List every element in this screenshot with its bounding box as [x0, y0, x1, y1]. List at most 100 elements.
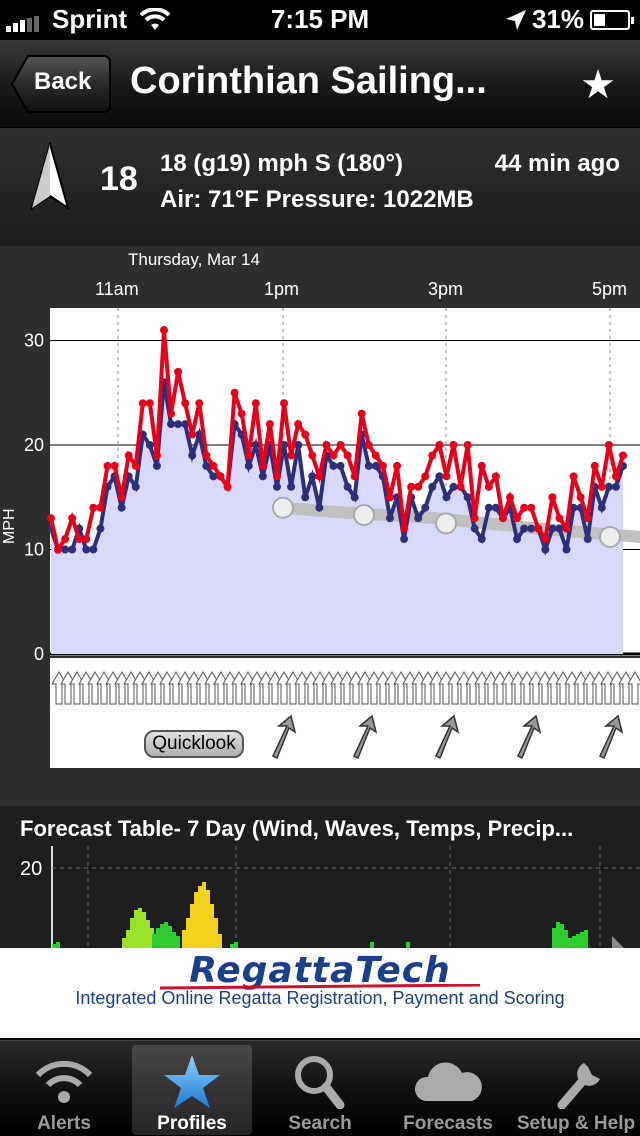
direction-arrow [510, 671, 526, 705]
forecast-point [599, 525, 621, 548]
wind-gust-point [265, 420, 274, 429]
tab-alerts[interactable]: Alerts [4, 1045, 124, 1135]
forecast-bar [560, 924, 564, 948]
wind-gust-point [68, 514, 77, 523]
carrier-name: Sprint [52, 4, 128, 34]
wind-gust-point [131, 461, 140, 470]
wind-gust-point [541, 535, 550, 544]
direction-arrow [546, 671, 562, 705]
direction-arrow [501, 671, 517, 705]
wind-gust-point [407, 482, 416, 491]
direction-arrow [123, 671, 139, 705]
forecast-bar [182, 930, 186, 948]
back-button[interactable]: Back [10, 54, 112, 114]
forecast-bar [142, 912, 146, 948]
wind-average-point [400, 535, 409, 544]
wind-gust-point [237, 409, 246, 418]
wind-gust-point [583, 514, 592, 523]
wind-average-point [555, 524, 564, 533]
navigation-bar: Back Corinthian Sailing... ★ [0, 40, 640, 128]
air-pressure-readout: Air: 71°F Pressure: 1022MB [160, 186, 474, 213]
wind-gust-point [124, 451, 133, 460]
wind-average-point [520, 524, 529, 533]
wind-gust-point [357, 409, 366, 418]
direction-arrow [87, 671, 103, 705]
direction-arrow [60, 671, 76, 705]
wind-average-point [604, 482, 613, 491]
battery-icon [590, 10, 634, 30]
wind-gust-point [597, 482, 606, 491]
wind-gust-point [152, 451, 161, 460]
wind-gust-point [82, 535, 91, 544]
direction-arrow [519, 671, 535, 705]
direction-arrow [555, 671, 571, 705]
direction-arrow [258, 671, 274, 705]
wind-gust-point [562, 524, 571, 533]
wind-average-point [442, 493, 451, 502]
wind-average-point [428, 482, 437, 491]
wind-average-point [301, 493, 310, 502]
tab-profiles[interactable]: Profiles [132, 1045, 252, 1135]
wind-speed-value: 18 [100, 160, 138, 198]
forecast-bar [146, 920, 150, 948]
wind-gust-point [414, 482, 423, 491]
forecast-bar [186, 918, 190, 948]
wind-gust-point [555, 514, 564, 523]
direction-arrow [411, 671, 427, 705]
wind-gust-point [393, 461, 402, 470]
direction-arrow [564, 671, 580, 705]
wind-gust-point [75, 535, 84, 544]
tab-forecasts[interactable]: Forecasts [388, 1045, 508, 1135]
wind-gust-point [61, 535, 70, 544]
wind-gust-point [428, 451, 437, 460]
ad-logo: RegattaTech [189, 950, 451, 991]
direction-arrow [420, 671, 436, 705]
wind-average-point [513, 535, 522, 544]
wind-gust-point [89, 503, 98, 512]
wind-gust-point [421, 472, 430, 481]
signal-strength-icon [6, 14, 41, 32]
tab-search[interactable]: Search [260, 1045, 380, 1135]
wind-gust-point [371, 451, 380, 460]
wind-gust-point [223, 482, 232, 491]
wind-gust-point [329, 451, 338, 460]
direction-arrow [483, 671, 499, 705]
wind-average-point [583, 535, 592, 544]
wind-gust-point [244, 451, 253, 460]
wind-average-point [385, 514, 394, 523]
wind-average-point [371, 461, 380, 470]
time-label-5pm: 5pm [592, 279, 628, 299]
wind-gust-point [385, 493, 394, 502]
direction-arrow [195, 671, 211, 705]
forecast-bar [152, 934, 156, 948]
direction-arrow [168, 671, 184, 705]
forecast-direction-arrow [353, 714, 378, 760]
wind-average-point [336, 461, 345, 470]
wind-gust-point [350, 472, 359, 481]
direction-arrow [204, 671, 220, 705]
wind-gust-point [534, 524, 543, 533]
direction-arrow [330, 671, 346, 705]
tab-setup-help[interactable]: Setup & Help [516, 1045, 636, 1135]
wind-gust-point [202, 451, 211, 460]
forecast-bar [122, 938, 126, 948]
forecast-table-section[interactable]: Forecast Table- 7 Day (Wind, Waves, Temp… [0, 806, 640, 948]
tab-profiles-label: Profiles [157, 1113, 227, 1134]
direction-arrow [339, 671, 355, 705]
wind-gust-point [576, 493, 585, 502]
wind-gust-point [216, 472, 225, 481]
forecast-bar [176, 936, 180, 948]
forecast-bar [198, 886, 202, 948]
quicklook-button[interactable]: Quicklook [144, 730, 244, 758]
wind-gust-point [195, 399, 204, 408]
direction-arrow [303, 671, 319, 705]
wind-gust-point [470, 514, 479, 523]
wind-chart[interactable]: Thursday, Mar 14 11am 1pm 3pm 5pm MPH 0 1… [0, 246, 640, 806]
wifi-icon [140, 8, 170, 30]
direction-arrow [600, 671, 616, 705]
alerts-icon [35, 1060, 93, 1103]
direction-arrow [609, 671, 625, 705]
direction-arrow [213, 671, 229, 705]
favorite-star-icon[interactable]: ★ [580, 63, 616, 107]
ad-banner[interactable]: RegattaTech Integrated Online Regatta Re… [0, 948, 640, 1038]
